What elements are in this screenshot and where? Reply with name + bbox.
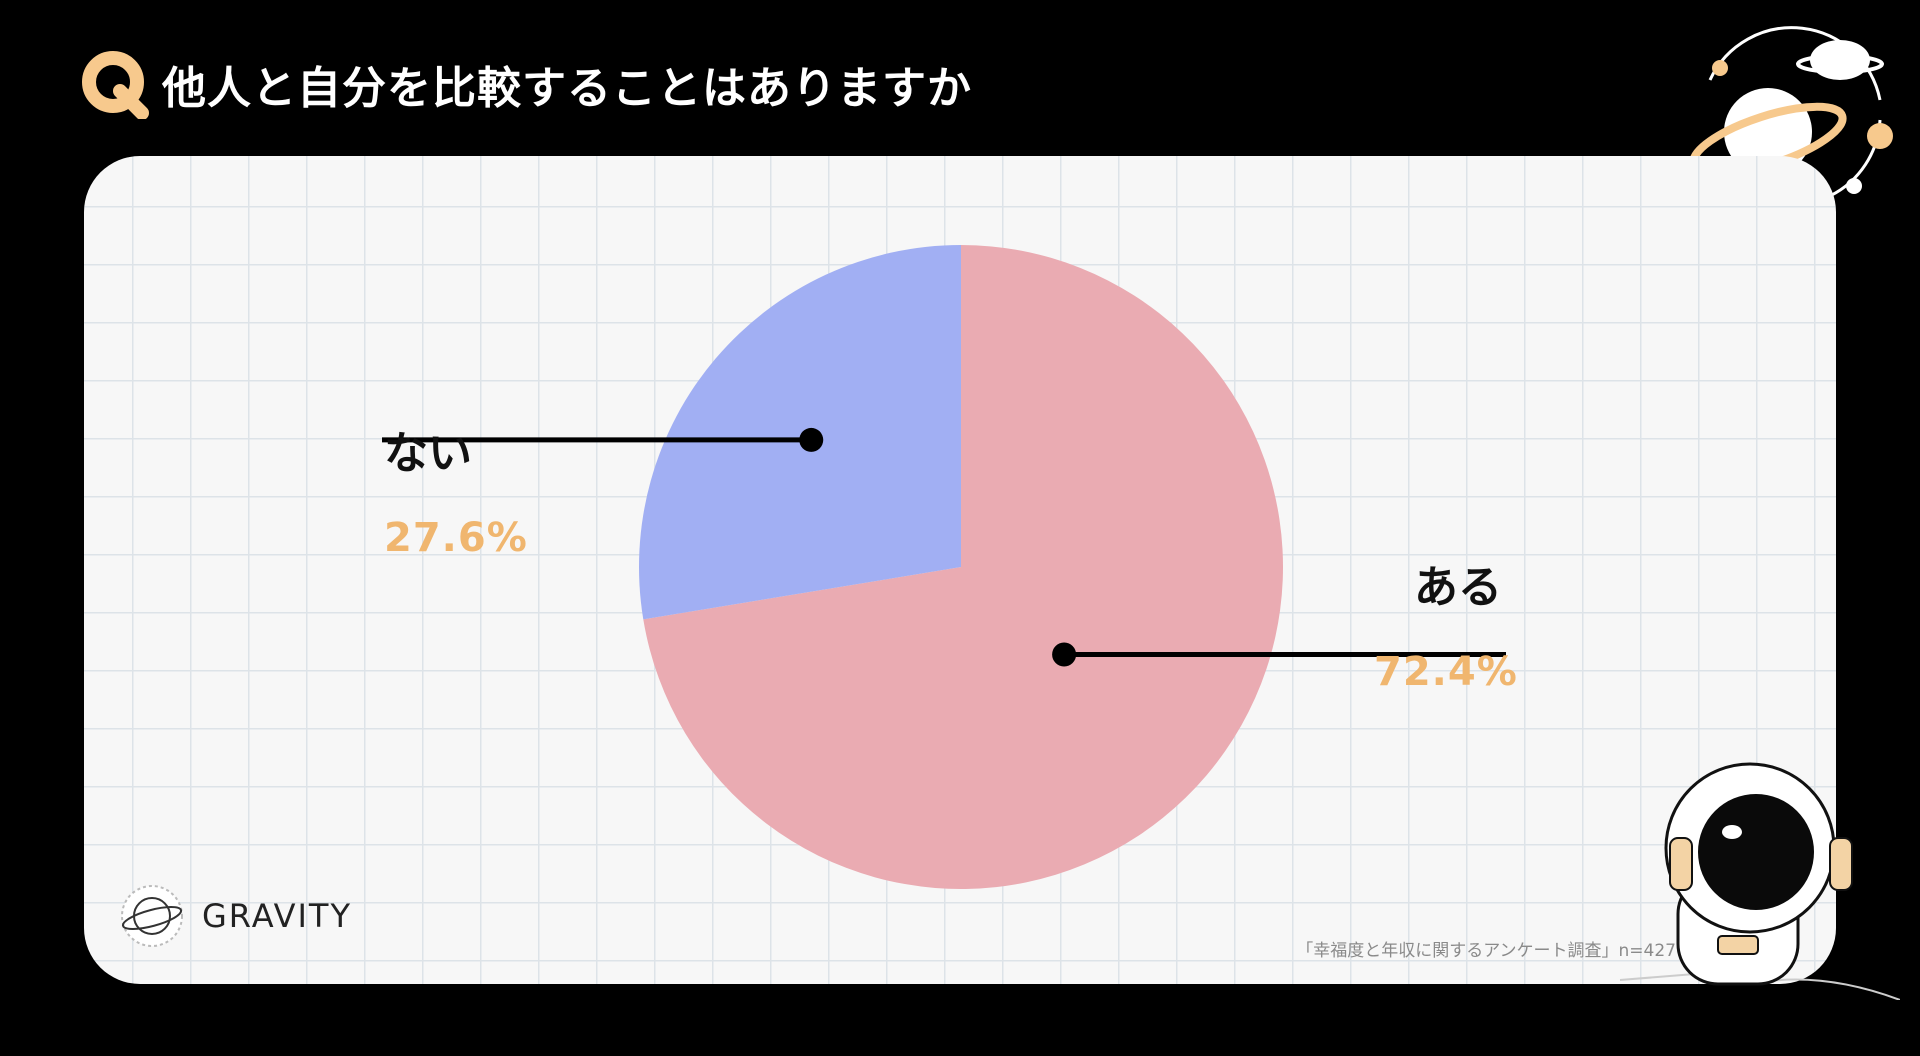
astronaut-illustration	[1619, 762, 1900, 1000]
logo-text: GRAVITY	[202, 897, 352, 935]
leader-dot-1	[799, 427, 824, 452]
slice-value-aru: 72.4%	[1374, 649, 1518, 695]
leader-dot-0	[1052, 642, 1077, 667]
question-title: 他人と自分を比較することはありますか	[162, 63, 972, 114]
header: 他人と自分を比較することはありますか	[80, 44, 972, 124]
pie-slice-1	[638, 244, 961, 620]
pie-chart	[382, 244, 1506, 889]
slice-value-nai: 27.6%	[384, 515, 528, 561]
planet-icon	[1689, 26, 1893, 207]
pie-slice-0	[643, 245, 1284, 889]
gravity-logo-icon	[121, 885, 183, 947]
q-badge-icon	[82, 51, 149, 119]
source-note: 「幸福度と年収に関するアンケート調査」n=427	[1296, 941, 1676, 961]
slice-label-aru: ある	[1414, 562, 1502, 613]
slice-label-nai: ない	[384, 428, 472, 479]
gravity-logo: GRAVITY	[116, 880, 352, 952]
chart-card: ない 27.6% ある 72.4% GRAVITY 「幸福度と年収に関するアンケ…	[84, 156, 1836, 984]
